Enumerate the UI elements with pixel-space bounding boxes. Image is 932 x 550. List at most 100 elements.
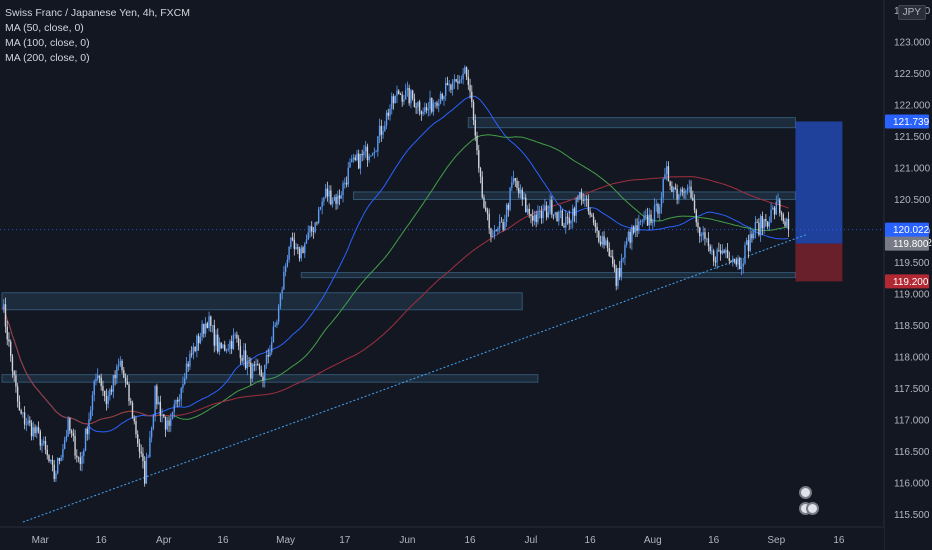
candle bbox=[518, 180, 520, 199]
candle-body bbox=[208, 316, 210, 328]
candle bbox=[30, 419, 33, 441]
candle-body bbox=[530, 214, 532, 217]
candle-body bbox=[387, 112, 389, 116]
candle bbox=[126, 375, 128, 385]
candle bbox=[328, 185, 330, 204]
candle-body bbox=[347, 167, 349, 185]
candle bbox=[387, 108, 389, 120]
candle-body bbox=[123, 370, 125, 378]
candle bbox=[404, 83, 407, 100]
candle-body bbox=[455, 79, 457, 82]
candle-body bbox=[599, 241, 602, 245]
candle bbox=[215, 329, 217, 351]
candle-body bbox=[224, 344, 226, 351]
candle-body bbox=[22, 412, 24, 414]
candle bbox=[777, 193, 779, 206]
indicator-ma200[interactable]: MA (200, close, 0) bbox=[5, 52, 90, 64]
candle bbox=[714, 256, 717, 267]
candle-body bbox=[742, 263, 744, 267]
candle-body bbox=[163, 414, 165, 417]
candle-body bbox=[709, 246, 711, 252]
price-tick-label: 118.000 bbox=[894, 353, 930, 364]
candle-body bbox=[90, 410, 92, 420]
candle-body bbox=[394, 95, 396, 104]
candle bbox=[448, 79, 450, 92]
candle-body bbox=[464, 67, 466, 74]
indicator-ma50[interactable]: MA (50, close, 0) bbox=[5, 22, 84, 34]
candle-body bbox=[591, 215, 593, 217]
candle-body bbox=[572, 208, 574, 221]
reset-chart-icon[interactable] bbox=[799, 486, 812, 499]
candle-body bbox=[612, 256, 614, 264]
candle bbox=[646, 207, 649, 226]
candle bbox=[225, 348, 228, 354]
candle bbox=[488, 208, 490, 235]
candle-body bbox=[300, 247, 302, 259]
candle-body bbox=[236, 334, 238, 339]
candle-body bbox=[735, 260, 737, 265]
candle-body bbox=[721, 250, 724, 254]
candle-body bbox=[265, 354, 268, 365]
candle-body bbox=[695, 210, 697, 223]
price-tick-label: 121.500 bbox=[894, 132, 931, 143]
candle bbox=[443, 95, 445, 106]
candle-body bbox=[702, 232, 704, 236]
candle bbox=[772, 205, 774, 210]
candle-body bbox=[733, 258, 736, 261]
candle-body bbox=[253, 364, 255, 366]
candle bbox=[436, 100, 438, 109]
currency-badge[interactable]: JPY bbox=[897, 5, 926, 20]
candle-body bbox=[168, 420, 170, 426]
candle-body bbox=[178, 399, 181, 402]
candle bbox=[138, 438, 141, 459]
candle-body bbox=[493, 230, 496, 237]
candle-body bbox=[551, 199, 553, 215]
scroll-to-realtime-icon-2[interactable] bbox=[806, 502, 819, 515]
candle bbox=[265, 349, 268, 369]
candle-body bbox=[55, 473, 57, 479]
candle bbox=[453, 74, 456, 89]
time-tick-label: 16 bbox=[217, 535, 229, 546]
candle-body bbox=[653, 205, 656, 222]
candle bbox=[135, 416, 137, 439]
candle-body bbox=[384, 125, 386, 132]
candle bbox=[354, 154, 356, 162]
candle bbox=[210, 315, 212, 333]
candle bbox=[398, 89, 400, 95]
candle-body bbox=[271, 342, 273, 353]
candle-body bbox=[655, 204, 657, 206]
candle-body bbox=[135, 421, 137, 435]
candle bbox=[79, 452, 81, 471]
candle-body bbox=[643, 215, 645, 221]
candle bbox=[314, 222, 316, 234]
candle bbox=[63, 436, 66, 450]
candle-body bbox=[752, 232, 755, 239]
candle bbox=[105, 388, 108, 411]
candle-body bbox=[121, 360, 123, 371]
candle bbox=[660, 192, 663, 214]
symbol-title[interactable]: Swiss Franc / Japanese Yen, 4h, FXCM bbox=[5, 7, 191, 19]
candle-body bbox=[359, 153, 362, 169]
candle-body bbox=[512, 178, 515, 183]
candle-body bbox=[786, 219, 788, 227]
candle bbox=[168, 416, 170, 433]
candle bbox=[532, 209, 534, 227]
candle-body bbox=[284, 266, 287, 273]
candle bbox=[109, 387, 111, 401]
candle bbox=[363, 144, 365, 161]
candle-body bbox=[331, 200, 334, 205]
indicator-ma100[interactable]: MA (100, close, 0) bbox=[5, 37, 90, 49]
candle-body bbox=[317, 209, 320, 223]
candle-body bbox=[474, 119, 476, 136]
candle bbox=[577, 195, 579, 203]
candle-body bbox=[91, 395, 94, 411]
candle bbox=[396, 85, 398, 104]
candle-body bbox=[154, 386, 156, 416]
candle-body bbox=[114, 375, 116, 379]
candle-body bbox=[206, 323, 209, 328]
candle-body bbox=[175, 399, 177, 405]
candle bbox=[406, 81, 409, 97]
candle bbox=[147, 454, 149, 458]
